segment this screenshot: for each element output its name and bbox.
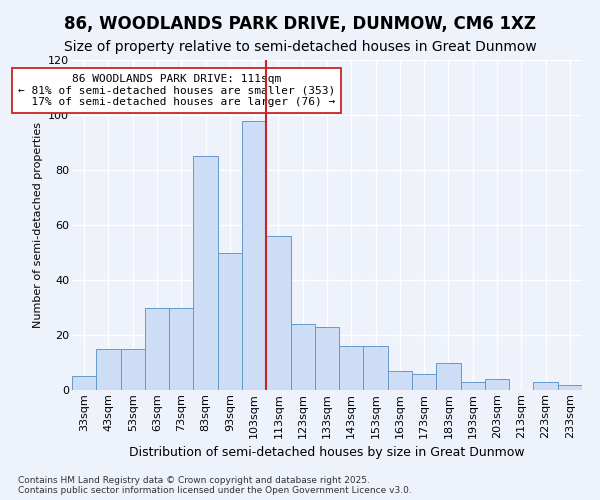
Bar <box>193 156 218 390</box>
Bar <box>533 382 558 390</box>
Text: Contains HM Land Registry data © Crown copyright and database right 2025.
Contai: Contains HM Land Registry data © Crown c… <box>18 476 412 495</box>
Bar <box>290 324 315 390</box>
Bar <box>485 379 509 390</box>
Bar <box>412 374 436 390</box>
Bar <box>339 346 364 390</box>
Y-axis label: Number of semi-detached properties: Number of semi-detached properties <box>32 122 43 328</box>
Bar <box>72 376 96 390</box>
Bar <box>436 362 461 390</box>
Text: 86, WOODLANDS PARK DRIVE, DUNMOW, CM6 1XZ: 86, WOODLANDS PARK DRIVE, DUNMOW, CM6 1X… <box>64 15 536 33</box>
Text: 86 WOODLANDS PARK DRIVE: 111sqm
← 81% of semi-detached houses are smaller (353)
: 86 WOODLANDS PARK DRIVE: 111sqm ← 81% of… <box>18 74 335 107</box>
Bar <box>315 327 339 390</box>
Bar <box>461 382 485 390</box>
Bar <box>558 384 582 390</box>
Bar <box>266 236 290 390</box>
Bar <box>145 308 169 390</box>
Text: Size of property relative to semi-detached houses in Great Dunmow: Size of property relative to semi-detach… <box>64 40 536 54</box>
Bar <box>218 252 242 390</box>
Bar <box>364 346 388 390</box>
Bar <box>169 308 193 390</box>
Bar <box>96 349 121 390</box>
X-axis label: Distribution of semi-detached houses by size in Great Dunmow: Distribution of semi-detached houses by … <box>129 446 525 459</box>
Bar <box>242 120 266 390</box>
Bar <box>121 349 145 390</box>
Bar <box>388 371 412 390</box>
